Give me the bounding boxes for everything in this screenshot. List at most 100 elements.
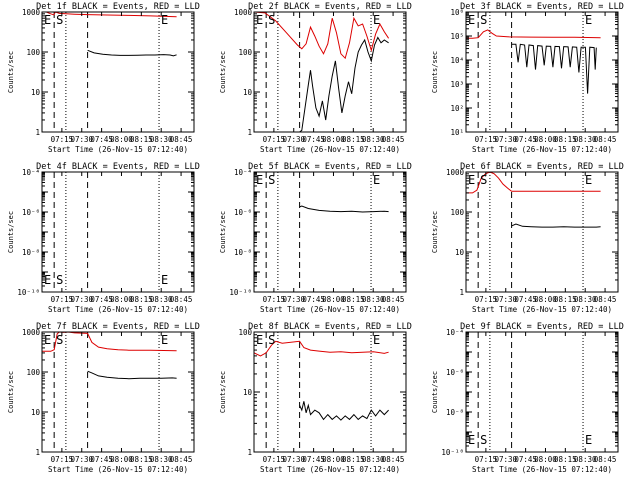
panel-series-group bbox=[299, 205, 389, 213]
x-tick-label: 08:15 bbox=[342, 135, 365, 144]
y-tick-label: 10 bbox=[31, 88, 41, 97]
x-tick-label: 08:00 bbox=[110, 295, 133, 304]
flag-label-e: E bbox=[44, 333, 51, 347]
y-tick-label: 10¹ bbox=[450, 128, 464, 137]
x-tick-label: 07:30 bbox=[282, 455, 305, 464]
x-tick-label: 07:45 bbox=[514, 135, 537, 144]
x-tick-label: 08:00 bbox=[534, 295, 557, 304]
panel-axes-box bbox=[253, 11, 407, 133]
x-tick-label: 07:30 bbox=[282, 295, 305, 304]
flag-label-e: E bbox=[256, 13, 263, 27]
events-series-line bbox=[299, 205, 389, 213]
x-axis-label: Start Time (26-Nov-15 07:12:40) bbox=[472, 465, 612, 474]
panel-axes-box bbox=[465, 171, 619, 293]
x-tick-label: 08:15 bbox=[130, 455, 153, 464]
events-series-line bbox=[511, 223, 601, 228]
x-tick-label: 08:00 bbox=[534, 135, 557, 144]
x-tick-label: 08:00 bbox=[110, 135, 133, 144]
y-tick-label: 1 bbox=[247, 128, 252, 137]
flag-label-e: E bbox=[468, 433, 475, 447]
x-tick-label: 07:30 bbox=[282, 135, 305, 144]
x-tick-label: 07:30 bbox=[494, 135, 517, 144]
x-tick-label: 08:45 bbox=[594, 295, 617, 304]
y-tick-label: 10 bbox=[31, 408, 41, 417]
events-series-line bbox=[511, 43, 597, 94]
flag-label-e: E bbox=[468, 13, 475, 27]
events-series-line bbox=[299, 401, 389, 421]
x-tick-label: 08:30 bbox=[150, 455, 173, 464]
y-tick-label: 10⁻⁸ bbox=[234, 248, 252, 257]
y-tick-label: 1000 bbox=[22, 8, 41, 17]
x-tick-label: 08:15 bbox=[130, 135, 153, 144]
flag-label-e: E bbox=[161, 333, 168, 347]
y-tick-label: 10³ bbox=[450, 80, 464, 89]
y-tick-label: 100 bbox=[238, 328, 252, 337]
x-tick-label: 07:45 bbox=[302, 135, 325, 144]
panel-title: Det 4f BLACK = Events, RED = LLD bbox=[36, 162, 200, 172]
x-tick-label: 08:45 bbox=[382, 295, 405, 304]
x-tick-label: 08:00 bbox=[110, 455, 133, 464]
lld-series-line bbox=[466, 29, 601, 39]
x-tick-label: 08:45 bbox=[382, 455, 405, 464]
lld-series-line bbox=[254, 340, 389, 357]
y-tick-label: 10⁻⁸ bbox=[446, 408, 464, 417]
x-tick-label: 07:30 bbox=[494, 295, 517, 304]
y-tick-label: 10⁻⁶ bbox=[22, 208, 40, 217]
x-tick-label: 07:45 bbox=[302, 295, 325, 304]
flag-label-s: S bbox=[56, 273, 63, 287]
x-tick-label: 08:30 bbox=[574, 135, 597, 144]
x-tick-label: 08:00 bbox=[322, 295, 345, 304]
x-axis-label: Start Time (26-Nov-15 07:12:40) bbox=[260, 465, 400, 474]
y-tick-label: 10 bbox=[243, 88, 253, 97]
x-tick-label: 08:15 bbox=[554, 455, 577, 464]
x-axis-label: Start Time (26-Nov-15 07:12:40) bbox=[472, 145, 612, 154]
y-tick-label: 10 bbox=[455, 248, 465, 257]
x-tick-label: 07:15 bbox=[263, 135, 286, 144]
y-tick-label: 10⁻⁶ bbox=[446, 368, 464, 377]
x-axis-label: Start Time (26-Nov-15 07:12:40) bbox=[260, 305, 400, 314]
x-tick-label: 07:15 bbox=[475, 135, 498, 144]
x-axis-label: Start Time (26-Nov-15 07:12:40) bbox=[48, 465, 188, 474]
x-tick-label: 08:00 bbox=[322, 135, 345, 144]
y-tick-label: 1 bbox=[459, 288, 464, 297]
flag-label-e: E bbox=[44, 273, 51, 287]
x-tick-label: 08:45 bbox=[170, 135, 193, 144]
x-tick-label: 08:15 bbox=[342, 455, 365, 464]
x-tick-label: 08:15 bbox=[554, 135, 577, 144]
flag-label-e: E bbox=[256, 333, 263, 347]
y-tick-label: 10⁻¹⁰ bbox=[441, 448, 464, 457]
panel-axes-box bbox=[465, 11, 619, 133]
x-tick-label: 07:15 bbox=[51, 135, 74, 144]
x-tick-label: 07:15 bbox=[263, 455, 286, 464]
panel-title: Det 7f BLACK = Events, RED = LLD bbox=[36, 322, 200, 332]
panel-axes-box bbox=[465, 331, 619, 453]
y-axis-label: Counts/sec bbox=[7, 371, 15, 413]
panel-title: Det 8f BLACK = Events, RED = LLD bbox=[248, 322, 412, 332]
x-tick-label: 08:00 bbox=[534, 455, 557, 464]
x-tick-label: 07:45 bbox=[90, 455, 113, 464]
flag-label-s: S bbox=[56, 333, 63, 347]
panel-series-group bbox=[466, 172, 601, 228]
x-tick-label: 08:30 bbox=[362, 455, 385, 464]
y-axis-label: Counts/sec bbox=[219, 371, 227, 413]
x-tick-label: 08:45 bbox=[594, 455, 617, 464]
flag-label-s: S bbox=[268, 173, 275, 187]
x-tick-label: 07:45 bbox=[302, 455, 325, 464]
x-tick-label: 08:30 bbox=[150, 135, 173, 144]
x-tick-label: 08:30 bbox=[150, 295, 173, 304]
y-axis-label: Counts/sec bbox=[7, 51, 15, 93]
panel-title: Det 5f BLACK = Events, RED = LLD bbox=[248, 162, 412, 172]
x-tick-label: 07:15 bbox=[475, 295, 498, 304]
x-tick-label: 08:30 bbox=[574, 455, 597, 464]
x-tick-label: 08:00 bbox=[322, 455, 345, 464]
flag-label-s: S bbox=[480, 433, 487, 447]
x-axis-label: Start Time (26-Nov-15 07:12:40) bbox=[260, 145, 400, 154]
flag-label-e: E bbox=[256, 173, 263, 187]
x-tick-label: 07:30 bbox=[70, 455, 93, 464]
events-series-line bbox=[87, 370, 177, 380]
